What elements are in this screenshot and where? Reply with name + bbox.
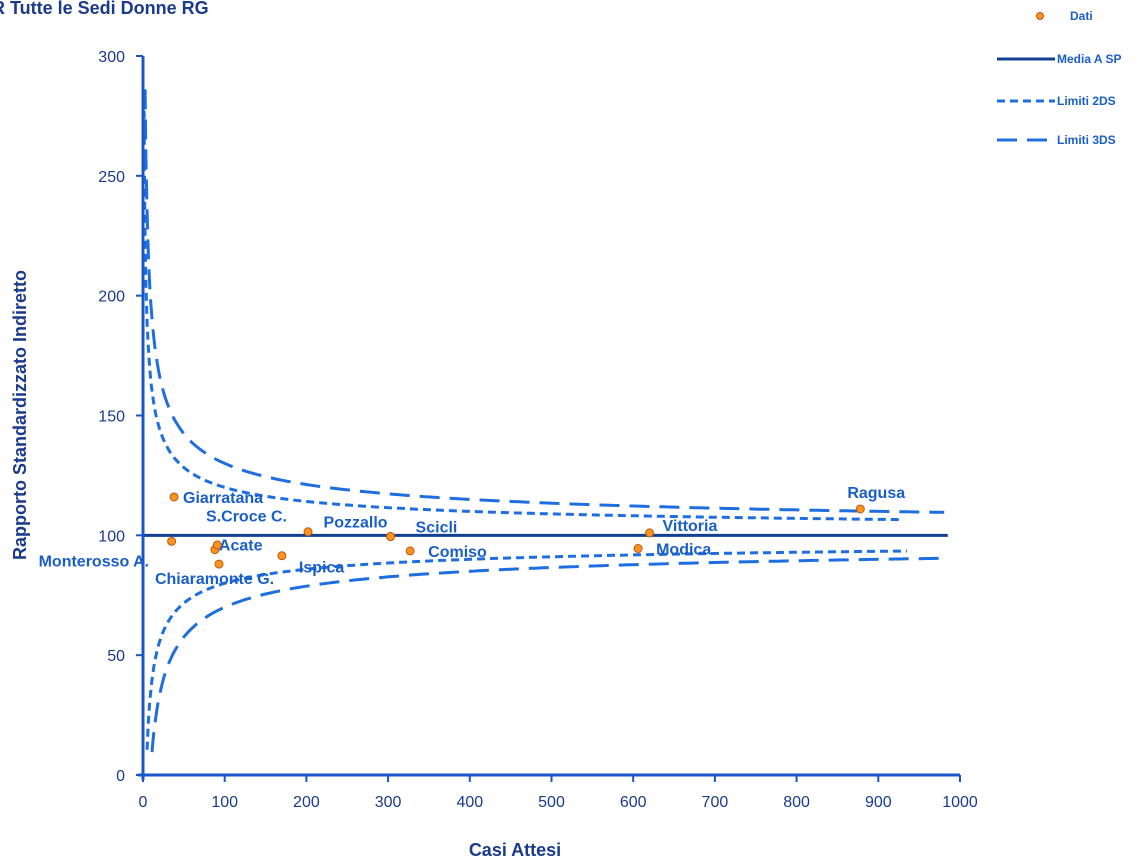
y-tick-label: 300 bbox=[98, 49, 125, 66]
y-tick-label: 200 bbox=[98, 289, 125, 306]
axes bbox=[136, 55, 961, 782]
x-tick-label: 800 bbox=[783, 794, 810, 811]
point-label: Modica bbox=[656, 542, 711, 559]
point-label: Ispica bbox=[299, 560, 344, 577]
point-label: Vittoria bbox=[663, 518, 718, 535]
tick-labels: 0 100 200 300 400 500 600 700 800 900 1000 0 50 100 15… bbox=[98, 49, 978, 811]
x-tick-label: 300 bbox=[375, 794, 402, 811]
point-label: S.Croce C. bbox=[206, 509, 287, 526]
y-tick-label: 50 bbox=[107, 648, 125, 665]
point-label: Monterosso A. bbox=[39, 553, 150, 570]
legend-label: Limiti 2DS bbox=[1057, 94, 1116, 108]
upper-3ds-curve bbox=[143, 89, 945, 514]
x-tick-label: 400 bbox=[456, 794, 483, 811]
point-label: Ragusa bbox=[847, 485, 905, 502]
y-tick-label: 150 bbox=[98, 409, 125, 426]
x-tick-label: 0 bbox=[139, 794, 148, 811]
upper-2ds-curve bbox=[142, 97, 903, 522]
data-points: Monterosso A. Giarratana Acate Chiaramonte … bbox=[39, 485, 906, 588]
y-axis-title: Rapporto Standardizzato Indiretto bbox=[10, 270, 30, 560]
x-tick-label: 1000 bbox=[942, 794, 978, 811]
data-point bbox=[405, 546, 415, 556]
point-label: Giarratana bbox=[183, 490, 263, 507]
point-label: Comiso bbox=[428, 544, 487, 561]
data-point bbox=[303, 527, 313, 537]
x-tick-label: 700 bbox=[702, 794, 729, 811]
x-tick-label: 500 bbox=[538, 794, 565, 811]
point-label: Scicli bbox=[416, 520, 458, 537]
x-axis-title: Casi Attesi bbox=[469, 840, 561, 860]
y-tick-label: 250 bbox=[98, 169, 125, 186]
point-label: Pozzallo bbox=[324, 515, 388, 532]
data-point bbox=[386, 532, 396, 542]
data-point bbox=[214, 559, 224, 569]
x-tick-label: 100 bbox=[211, 794, 238, 811]
lower-3ds-curve bbox=[150, 556, 948, 753]
data-point bbox=[633, 544, 643, 554]
data-point bbox=[855, 504, 865, 514]
data-point bbox=[169, 492, 179, 502]
legend-marker bbox=[1036, 12, 1044, 20]
lower-2ds-curve bbox=[145, 549, 907, 750]
data-point bbox=[645, 528, 655, 538]
point-label: Chiaramonte G. bbox=[155, 571, 274, 588]
point-label: Acate bbox=[219, 538, 263, 555]
legend-label: Dati bbox=[1070, 9, 1093, 23]
x-tick-label: 200 bbox=[293, 794, 320, 811]
limit-curves bbox=[142, 89, 948, 753]
legend-label: Media A SP bbox=[1057, 52, 1121, 66]
x-tick-label: 600 bbox=[620, 794, 647, 811]
y-tick-label: 100 bbox=[98, 528, 125, 545]
y-tick-label: 0 bbox=[116, 768, 125, 785]
data-point bbox=[212, 540, 222, 550]
legend-label: Limiti 3DS bbox=[1057, 133, 1116, 147]
legend: Dati Media A SP Limiti 2DS Limiti 3DS bbox=[997, 9, 1121, 147]
chart-title: R Tutte le Sedi Donne RG bbox=[0, 0, 209, 18]
data-point bbox=[167, 536, 177, 546]
x-tick-label: 900 bbox=[865, 794, 892, 811]
data-point bbox=[277, 551, 287, 561]
